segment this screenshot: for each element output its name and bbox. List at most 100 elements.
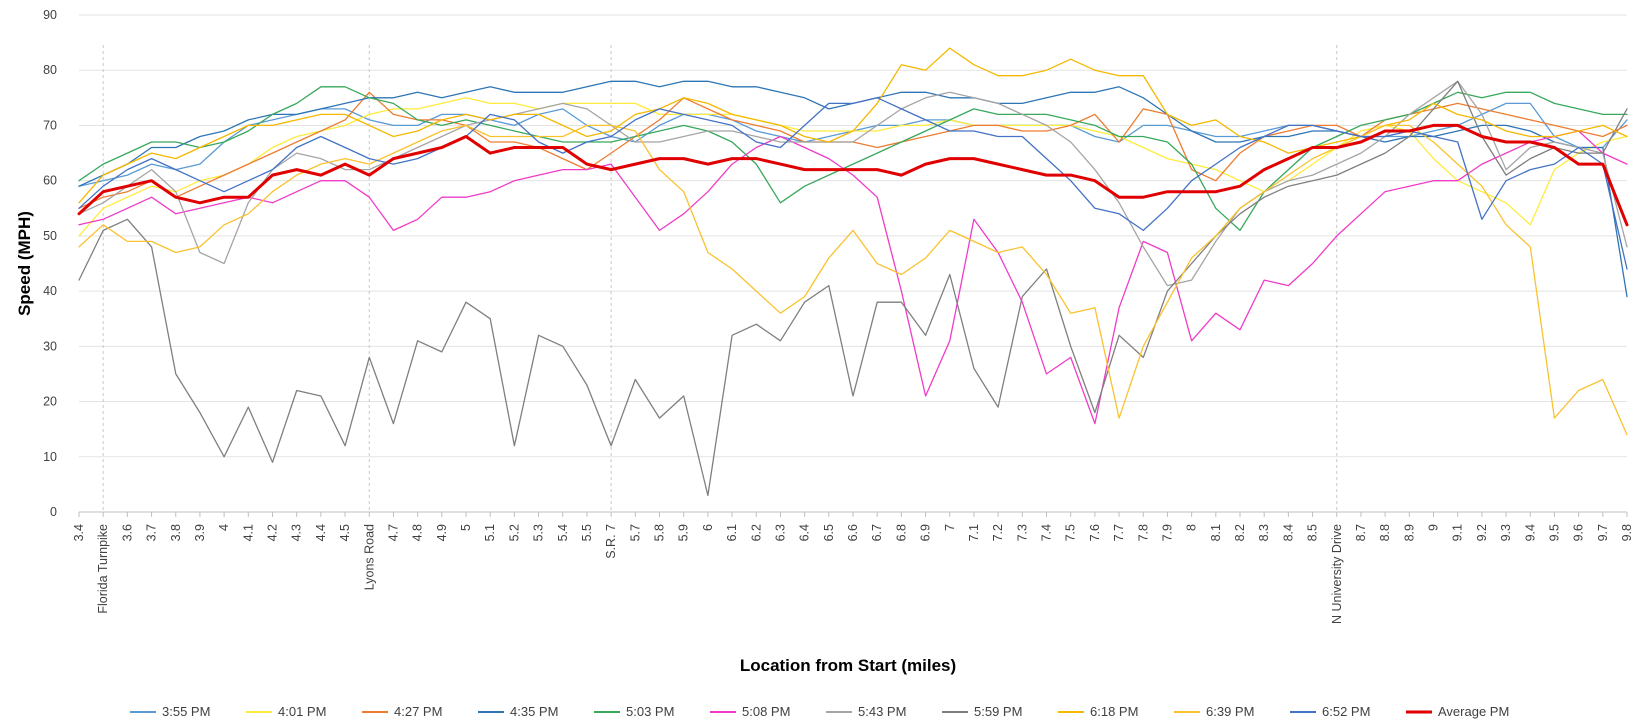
x-tick-label: 8.3 (1257, 524, 1271, 541)
x-tick-label: 9.2 (1475, 524, 1489, 541)
x-tick-label: 5 (459, 524, 473, 531)
legend-item: 6:39 PM (1174, 704, 1254, 719)
x-tick-label: 3.9 (193, 524, 207, 541)
legend-item: 6:18 PM (1058, 704, 1138, 719)
y-tick-label: 50 (43, 229, 57, 243)
x-tick-label: 5.3 (532, 524, 546, 541)
x-tick-label: 6.6 (846, 524, 860, 541)
series-line (78, 80, 1628, 497)
x-tick-label: 5.9 (677, 524, 691, 541)
series-line (78, 124, 1628, 436)
legend-label: 6:39 PM (1206, 704, 1254, 719)
x-tick-label: 7.9 (1160, 524, 1174, 541)
series-line (77, 123, 1629, 227)
axes: 0 10 20 30 40 50 60 70 80 90 3.4 Florida Turnpike 3.… (43, 8, 1634, 624)
x-tick-label: 5.7 (628, 524, 642, 541)
x-tick-label: 9.5 (1547, 524, 1561, 541)
legend-label: 5:59 PM (974, 704, 1022, 719)
legend-label: Average PM (1438, 704, 1509, 719)
series-line (78, 91, 1628, 209)
x-tick-label: 8 (1185, 524, 1199, 531)
x-tick-label: 8.4 (1281, 524, 1295, 541)
legend: 3:55 PM 4:01 PM 4:27 PM 4:35 PM 5:03 PM 5:08 … (130, 704, 1509, 719)
x-tick-label: 5.8 (653, 524, 667, 541)
legend-item: 5:43 PM (826, 704, 906, 719)
x-tick-label: 9.3 (1499, 524, 1513, 541)
x-tick-label: 3.8 (169, 524, 183, 541)
x-tick-label: S.R. 7 (604, 524, 618, 559)
x-tick-label: 7.4 (1040, 524, 1054, 541)
y-tick-label: 20 (43, 395, 57, 409)
x-tick-label: 9.7 (1596, 524, 1610, 541)
x-tick-label: 4.4 (314, 524, 328, 541)
y-axis-title: Speed (MPH) (15, 211, 34, 316)
y-tick-label: 70 (43, 118, 57, 132)
x-tick-label: 3.4 (72, 524, 86, 541)
x-tick-label: 6.9 (919, 524, 933, 541)
x-tick-label: 6.1 (725, 524, 739, 541)
x-tick-label: Lyons Road (362, 524, 376, 590)
x-tick-label: 6.5 (822, 524, 836, 541)
x-tick-label: Florida Turnpike (96, 524, 110, 614)
series-line (78, 80, 1628, 287)
x-tick-label: 3.6 (120, 524, 134, 541)
y-tick-label: 40 (43, 284, 57, 298)
x-tick-label: 6.7 (870, 524, 884, 541)
x-tick-label: 5.1 (483, 524, 497, 541)
y-tick-label: 30 (43, 339, 57, 353)
legend-item: 6:52 PM (1290, 704, 1370, 719)
legend-label: 3:55 PM (162, 704, 210, 719)
x-tick-label: 8.9 (1402, 524, 1416, 541)
legend-label: 6:18 PM (1090, 704, 1138, 719)
x-tick-label: 6 (701, 524, 715, 531)
y-tick-label: 0 (50, 505, 57, 519)
x-tick-label: 9.4 (1523, 524, 1537, 541)
x-tick-label: 4.5 (338, 524, 352, 541)
x-tick-label: 8.2 (1233, 524, 1247, 541)
legend-item: 4:27 PM (362, 704, 442, 719)
x-tick-label: N University Drive (1330, 524, 1344, 624)
legend-label: 5:08 PM (742, 704, 790, 719)
x-tick-label: 9.8 (1620, 524, 1634, 541)
legend-label: 5:03 PM (626, 704, 674, 719)
x-tick-label: 6.8 (894, 524, 908, 541)
x-tick-label: 9.1 (1451, 524, 1465, 541)
x-axis-title: Location from Start (miles) (740, 656, 956, 675)
x-tick-label: 4.7 (386, 524, 400, 541)
x-tick-label: 9 (1427, 524, 1441, 531)
legend-item: 5:03 PM (594, 704, 674, 719)
series-lines (77, 47, 1629, 497)
y-tick-label: 10 (43, 450, 57, 464)
series-line (78, 97, 1628, 237)
x-tick-label: 4.1 (241, 524, 255, 541)
legend-item: 4:35 PM (478, 704, 558, 719)
y-tick-label: 90 (43, 8, 57, 22)
legend-item: 4:01 PM (246, 704, 326, 719)
x-tick-label: 4.9 (435, 524, 449, 541)
x-tick-label: 4 (217, 524, 231, 531)
x-tick-label: 8.8 (1378, 524, 1392, 541)
series-line (78, 97, 1628, 270)
gridlines (79, 14, 1627, 458)
x-tick-label: 7.3 (1015, 524, 1029, 541)
legend-label: 4:27 PM (394, 704, 442, 719)
x-tick-label: 7 (943, 524, 957, 531)
x-tick-label: 7.1 (967, 524, 981, 541)
y-tick-label: 80 (43, 63, 57, 77)
legend-label: 4:35 PM (510, 704, 558, 719)
series-line (78, 130, 1628, 425)
x-tick-label: 7.5 (1064, 524, 1078, 541)
x-tick-label: 8.7 (1354, 524, 1368, 541)
y-tick-label: 60 (43, 174, 57, 188)
x-tick-label: 5.2 (507, 524, 521, 541)
x-tick-label: 3.7 (145, 524, 159, 541)
x-tick-label: 8.5 (1306, 524, 1320, 541)
x-tick-label: 5.4 (556, 524, 570, 541)
x-tick-label: 8.1 (1209, 524, 1223, 541)
x-tick-label: 4.2 (266, 524, 280, 541)
x-tick-label: 9.6 (1572, 524, 1586, 541)
legend-label: 4:01 PM (278, 704, 326, 719)
x-tick-label: 6.3 (773, 524, 787, 541)
x-tick-label: 5.5 (580, 524, 594, 541)
